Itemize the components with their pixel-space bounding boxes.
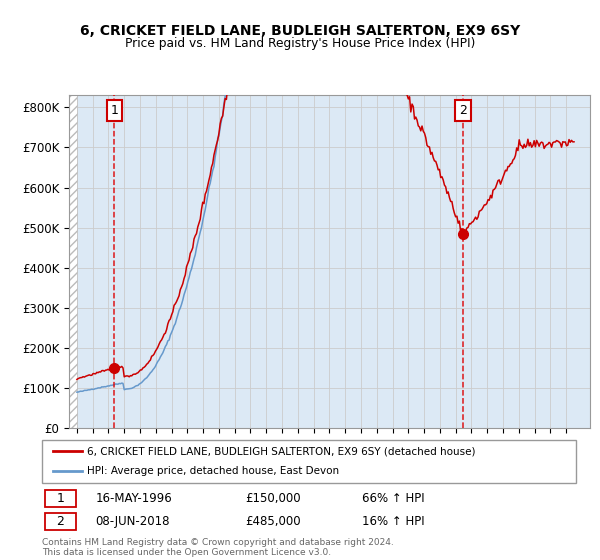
FancyBboxPatch shape xyxy=(44,491,76,507)
Text: 1: 1 xyxy=(110,104,118,116)
Text: Price paid vs. HM Land Registry's House Price Index (HPI): Price paid vs. HM Land Registry's House … xyxy=(125,37,475,50)
Text: 2: 2 xyxy=(56,515,64,528)
Text: 6, CRICKET FIELD LANE, BUDLEIGH SALTERTON, EX9 6SY (detached house): 6, CRICKET FIELD LANE, BUDLEIGH SALTERTO… xyxy=(88,446,476,456)
Text: 66% ↑ HPI: 66% ↑ HPI xyxy=(362,492,425,505)
Bar xyxy=(69,95,77,428)
Text: 6, CRICKET FIELD LANE, BUDLEIGH SALTERTON, EX9 6SY: 6, CRICKET FIELD LANE, BUDLEIGH SALTERTO… xyxy=(80,24,520,38)
FancyBboxPatch shape xyxy=(44,514,76,530)
Text: 16% ↑ HPI: 16% ↑ HPI xyxy=(362,515,425,528)
Text: 2: 2 xyxy=(458,104,467,116)
FancyBboxPatch shape xyxy=(42,440,576,483)
Text: Contains HM Land Registry data © Crown copyright and database right 2024.
This d: Contains HM Land Registry data © Crown c… xyxy=(42,538,394,557)
Text: 1: 1 xyxy=(56,492,64,505)
Text: HPI: Average price, detached house, East Devon: HPI: Average price, detached house, East… xyxy=(88,466,340,476)
Text: £485,000: £485,000 xyxy=(245,515,301,528)
Text: 08-JUN-2018: 08-JUN-2018 xyxy=(95,515,170,528)
Text: 16-MAY-1996: 16-MAY-1996 xyxy=(95,492,172,505)
Text: £150,000: £150,000 xyxy=(245,492,301,505)
